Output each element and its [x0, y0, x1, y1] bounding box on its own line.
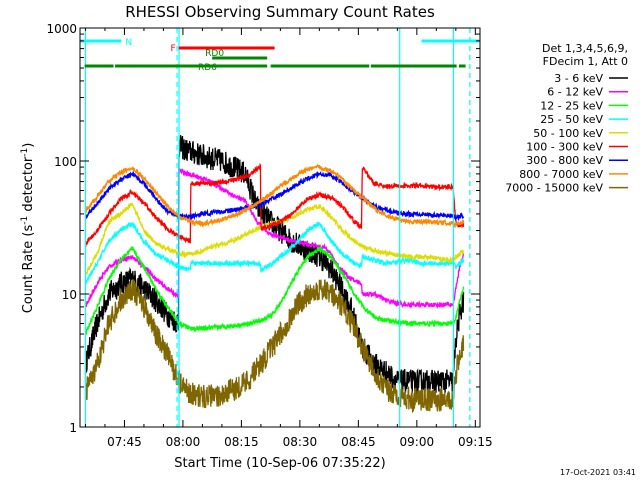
x-tick-label-6: 09:15	[458, 435, 493, 449]
series-line-8	[84, 278, 465, 414]
legend-label-1: 6 - 12 keV	[547, 86, 603, 99]
legend-label-7: 800 - 7000 keV	[519, 168, 603, 181]
series-line-0	[84, 135, 465, 395]
y-axis-label: Count Rate (s-1 detector-1)	[20, 143, 36, 314]
series-line-5	[84, 163, 465, 248]
legend-header-0: Det 1,3,4,5,6,9,	[542, 42, 628, 55]
legend-label-8: 7000 - 15000 keV	[505, 182, 603, 195]
x-tick-label-1: 08:00	[166, 435, 201, 449]
y-tick-label-0: 1	[69, 421, 77, 435]
x-tick-label-5: 09:00	[400, 435, 435, 449]
x-tick-label-4: 08:45	[341, 435, 376, 449]
flag-label-rd6: RD6	[198, 63, 217, 73]
legend-label-4: 50 - 100 keV	[533, 127, 603, 140]
series-line-3	[84, 221, 465, 285]
x-axis-label: Start Time (10-Sep-06 07:35:22)	[174, 456, 385, 471]
legend-label-3: 25 - 50 keV	[540, 113, 603, 126]
y-tick-label-1: 10	[62, 288, 77, 302]
legend-label-2: 12 - 25 keV	[540, 99, 603, 112]
legend-header-1: FDecim 1, Att 0	[543, 55, 628, 68]
legend-label-0: 3 - 6 keV	[554, 72, 603, 85]
vertical-marker-lines	[84, 28, 471, 427]
y-axis: 1 10 100 1000	[46, 22, 480, 435]
series-line-2	[84, 246, 465, 335]
x-axis: 07:45 08:00 08:15 08:30 08:45 09:00 09:15	[84, 28, 493, 449]
series-line-7	[85, 163, 465, 229]
series-line-4	[84, 202, 465, 276]
y-tick-label-2: 100	[54, 155, 77, 169]
flag-bars: N F RD0 RD6	[80, 38, 480, 73]
timestamp: 17-Oct-2021 03:41	[560, 468, 636, 477]
legend: Det 1,3,4,5,6,9,FDecim 1, Att 0 3 - 6 keV…	[505, 42, 628, 195]
flag-label-n: N	[125, 38, 132, 48]
series-group	[84, 135, 465, 414]
series-line-6	[84, 170, 465, 222]
x-tick-label-2: 08:15	[224, 435, 259, 449]
legend-label-6: 300 - 800 keV	[526, 154, 603, 167]
flag-label-rd0: RD0	[205, 49, 224, 59]
y-tick-label-3: 1000	[46, 22, 77, 36]
flag-label-f: F	[170, 44, 175, 54]
x-tick-label-3: 08:30	[283, 435, 318, 449]
legend-label-5: 100 - 300 keV	[526, 141, 603, 154]
series-line-1	[84, 168, 465, 309]
x-tick-label-0: 07:45	[107, 435, 142, 449]
chart-title: RHESSI Observing Summary Count Rates	[125, 3, 435, 21]
